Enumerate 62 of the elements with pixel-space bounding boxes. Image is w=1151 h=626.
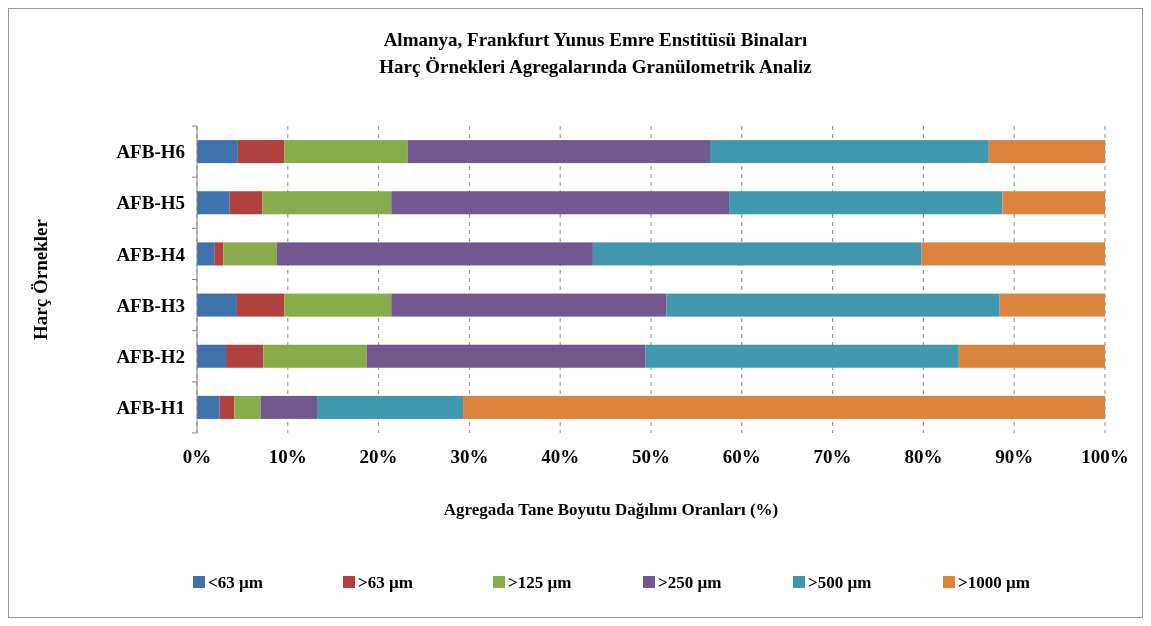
bar [236,293,285,317]
bar [645,344,959,368]
bar [226,344,264,368]
bar [234,395,261,419]
bar [260,395,318,419]
bar [276,242,593,266]
y-tick-label: AFB-H1 [116,397,185,419]
bar [237,140,285,164]
x-tick-label: 30% [450,446,489,467]
chart-title: Almanya, Frankfurt Yunus Emre Enstitüsü Binaları Harç Örnekleri Agregalarında Granülometrik Analiz [379,29,813,77]
y-tick-label: AFB-H6 [116,141,185,163]
bar [197,395,220,419]
bar [463,395,1105,419]
x-tick-label: 50% [632,446,670,467]
y-axis-title: Harç Örnekler [30,218,51,340]
y-tick-label: AFB-H3 [116,294,185,316]
x-tick-label: 20% [359,446,398,467]
y-tick-label: AFB-H2 [116,345,185,367]
x-tick-label: 70% [813,446,852,467]
bar [729,191,1003,215]
x-tick-label: 40% [541,446,580,467]
bar [197,140,238,164]
x-tick-label: 60% [722,446,761,467]
bar [1002,191,1105,215]
bar [407,140,711,164]
legend-label: >250 µm [658,573,722,592]
legend-label: <63 µm [208,573,263,592]
bar [391,293,667,317]
bar [999,293,1105,317]
x-tick-label: 90% [995,446,1034,467]
bar [317,395,464,419]
bar [284,293,392,317]
legend-label: >1000 µm [958,573,1030,592]
bar [197,191,230,215]
bar [229,191,263,215]
x-tick-label: 10% [268,446,307,467]
legend-label: >125 µm [508,573,572,592]
bar [391,191,730,215]
x-tick-label: 0% [182,446,212,467]
bar [263,344,367,368]
bar [219,395,235,419]
bar [197,242,215,266]
bar [284,140,408,164]
bar [988,140,1105,164]
bar [197,293,237,317]
bar [710,140,989,164]
legend-label: >63 µm [358,573,413,592]
bar [958,344,1105,368]
bar [366,344,646,368]
x-tick-label: 100% [1081,446,1129,467]
bar [214,242,224,266]
bar [921,242,1105,266]
bar [262,191,392,215]
x-tick-label: 80% [904,446,943,467]
bar [223,242,277,266]
legend-label: >500 µm [808,573,872,592]
bar [197,344,227,368]
bar [592,242,922,266]
y-tick-label: AFB-H5 [116,192,185,214]
y-tick-label: AFB-H4 [116,243,186,265]
bar [666,293,1000,317]
x-axis-title: Agregada Tane Boyutu Dağılımı Oranları (%) [443,500,779,519]
